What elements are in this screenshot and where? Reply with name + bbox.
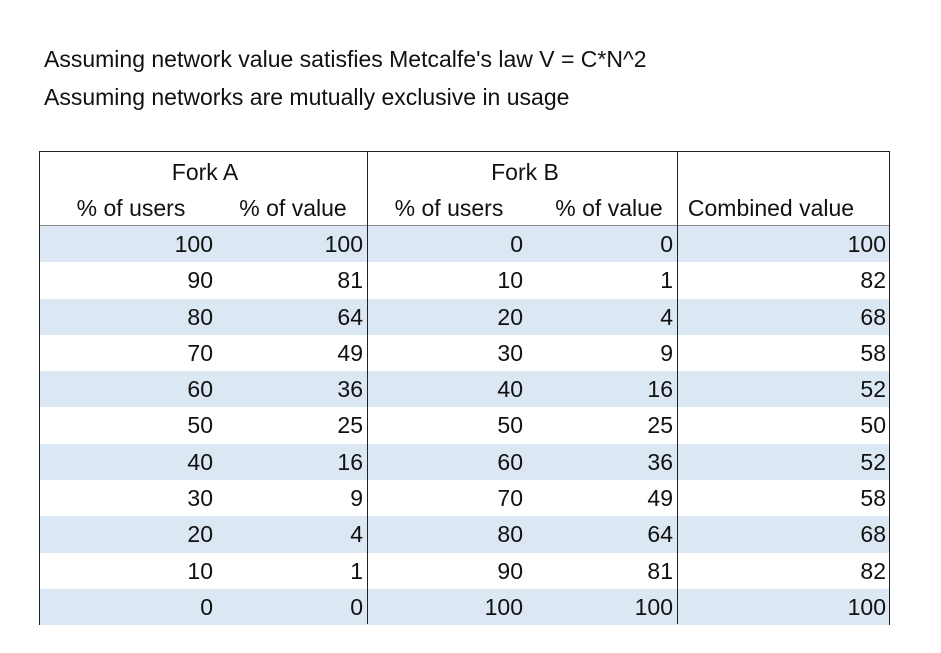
table-row: 10 1 90 81 82 bbox=[40, 553, 889, 589]
fork-b-value-cell: 81 bbox=[647, 557, 673, 584]
table-row: 0 0 100 100 100 bbox=[40, 588, 889, 626]
fork-a-value-cell: 9 bbox=[350, 485, 363, 512]
fork-a-users-cell: 0 bbox=[200, 593, 213, 620]
assumption-metcalfe-law: Assuming network value satisfies Metcalf… bbox=[44, 46, 647, 72]
combined-value-cell: 52 bbox=[860, 448, 886, 475]
fork-b-value-cell: 0 bbox=[660, 231, 673, 257]
fork-a-value-cell: 4 bbox=[350, 521, 363, 548]
table-row: 60 36 40 16 52 bbox=[40, 371, 889, 408]
fork-a-users-cell: 40 bbox=[187, 448, 213, 475]
table-row: 20 4 80 64 68 bbox=[40, 516, 889, 553]
fork-b-users-cell: 50 bbox=[497, 412, 523, 439]
fork-b-users-cell: 0 bbox=[510, 231, 523, 257]
fork-b-users-cell: 30 bbox=[497, 339, 523, 366]
combined-value-cell: 58 bbox=[860, 485, 886, 512]
combined-value-cell: 68 bbox=[860, 303, 886, 330]
fork-a-value-cell: 100 bbox=[324, 231, 363, 257]
fork-b-value-cell: 64 bbox=[647, 521, 673, 548]
fork-b-value-cell: 1 bbox=[660, 267, 673, 294]
fork-a-users-cell: 100 bbox=[174, 231, 213, 257]
fork-b-users-cell: 80 bbox=[497, 521, 523, 548]
combined-value-cell: 100 bbox=[847, 593, 886, 620]
combined-value-cell: 82 bbox=[860, 557, 886, 584]
fork-a-value-cell: 36 bbox=[337, 376, 363, 403]
fork-a-users-cell: 50 bbox=[187, 412, 213, 439]
assumption-mutually-exclusive: Assuming networks are mutually exclusive… bbox=[44, 84, 570, 110]
combined-value-cell: 68 bbox=[860, 521, 886, 548]
fork-a-right-border bbox=[367, 152, 368, 624]
table-row: 80 64 20 4 68 bbox=[40, 298, 889, 335]
combined-value-cell: 50 bbox=[860, 412, 886, 439]
fork-a-value-cell: 0 bbox=[350, 593, 363, 620]
fork-a-users-cell: 30 bbox=[187, 485, 213, 512]
table-row: 30 9 70 49 58 bbox=[40, 480, 889, 516]
table-row: 90 81 10 1 82 bbox=[40, 262, 889, 298]
fork-b-users-cell: 100 bbox=[484, 593, 523, 620]
fork-b-value-cell: 4 bbox=[660, 303, 673, 330]
fork-a-value-cell: 1 bbox=[350, 557, 363, 584]
fork-b-value-cell: 49 bbox=[647, 485, 673, 512]
fork-b-value-cell: 100 bbox=[634, 593, 673, 620]
column-header-fork-b-value: % of value bbox=[555, 195, 663, 221]
group-header-fork-a: Fork A bbox=[171, 159, 239, 185]
fork-b-users-cell: 10 bbox=[497, 267, 523, 294]
group-header-fork-b: Fork B bbox=[491, 159, 559, 185]
fork-a-users-cell: 20 bbox=[187, 521, 213, 548]
table-row: 100 100 0 0 100 bbox=[40, 226, 889, 263]
table-row: 50 25 50 25 50 bbox=[40, 407, 889, 443]
fork-b-value-cell: 25 bbox=[647, 412, 673, 439]
fork-b-value-cell: 9 bbox=[660, 339, 673, 366]
fork-a-users-cell: 90 bbox=[187, 267, 213, 294]
fork-b-users-cell: 60 bbox=[497, 448, 523, 475]
table-body: 100 100 0 0 100 90 81 10 1 82 80 64 20 4 68 70 49 30 9 58 60… bbox=[40, 226, 889, 626]
fork-b-users-cell: 40 bbox=[497, 376, 523, 403]
table-row: 70 49 30 9 58 bbox=[40, 335, 889, 371]
fork-a-value-cell: 49 bbox=[337, 339, 363, 366]
fork-b-right-border bbox=[677, 152, 678, 624]
header-divider bbox=[40, 225, 889, 226]
fork-b-users-cell: 20 bbox=[497, 303, 523, 330]
combined-value-cell: 82 bbox=[860, 267, 886, 294]
table-row: 40 16 60 36 52 bbox=[40, 443, 889, 481]
fork-a-value-cell: 25 bbox=[337, 412, 363, 439]
column-header-fork-a-users: % of users bbox=[76, 195, 186, 221]
fork-a-users-cell: 60 bbox=[187, 376, 213, 403]
fork-a-users-cell: 80 bbox=[187, 303, 213, 330]
fork-b-value-cell: 16 bbox=[647, 376, 673, 403]
fork-a-users-cell: 10 bbox=[187, 557, 213, 584]
combined-value-cell: 58 bbox=[860, 339, 886, 366]
fork-a-value-cell: 64 bbox=[337, 303, 363, 330]
fork-a-value-cell: 81 bbox=[337, 267, 363, 294]
combined-value-cell: 100 bbox=[847, 231, 886, 257]
combined-value-cell: 52 bbox=[860, 376, 886, 403]
column-header-fork-b-users: % of users bbox=[394, 195, 504, 221]
fork-a-value-cell: 16 bbox=[337, 448, 363, 475]
column-header-fork-a-value: % of value bbox=[239, 195, 347, 221]
fork-b-users-cell: 90 bbox=[497, 557, 523, 584]
fork-b-users-cell: 70 bbox=[497, 485, 523, 512]
column-header-combined-value: Combined value bbox=[687, 195, 855, 221]
fork-value-table: Fork A Fork B % of users % of value % of… bbox=[39, 151, 890, 626]
fork-a-users-cell: 70 bbox=[187, 339, 213, 366]
fork-b-value-cell: 36 bbox=[647, 448, 673, 475]
